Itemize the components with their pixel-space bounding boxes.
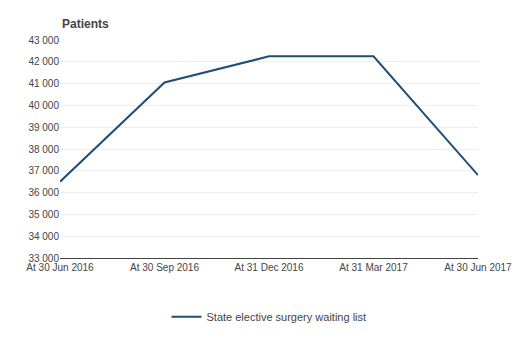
svg-text:Patients: Patients [62,17,109,31]
svg-text:At 31 Mar 2017: At 31 Mar 2017 [339,262,408,273]
svg-text:43 000: 43 000 [28,35,59,46]
svg-text:At 30 Sep 2016: At 30 Sep 2016 [130,262,199,273]
svg-text:41 000: 41 000 [28,78,59,89]
svg-text:39 000: 39 000 [28,122,59,133]
svg-text:State elective surgery waiting: State elective surgery waiting list [207,311,367,323]
svg-text:40 000: 40 000 [28,100,59,111]
svg-text:33 000: 33 000 [28,253,59,264]
svg-text:At 30 Jun 2017: At 30 Jun 2017 [444,262,512,273]
svg-text:At 30 Jun 2016: At 30 Jun 2016 [26,262,94,273]
svg-text:At 31 Dec 2016: At 31 Dec 2016 [235,262,304,273]
svg-text:36 000: 36 000 [28,187,59,198]
svg-text:37 000: 37 000 [28,165,59,176]
svg-text:38 000: 38 000 [28,144,59,155]
svg-text:34 000: 34 000 [28,231,59,242]
svg-text:42 000: 42 000 [28,56,59,67]
svg-text:35 000: 35 000 [28,209,59,220]
